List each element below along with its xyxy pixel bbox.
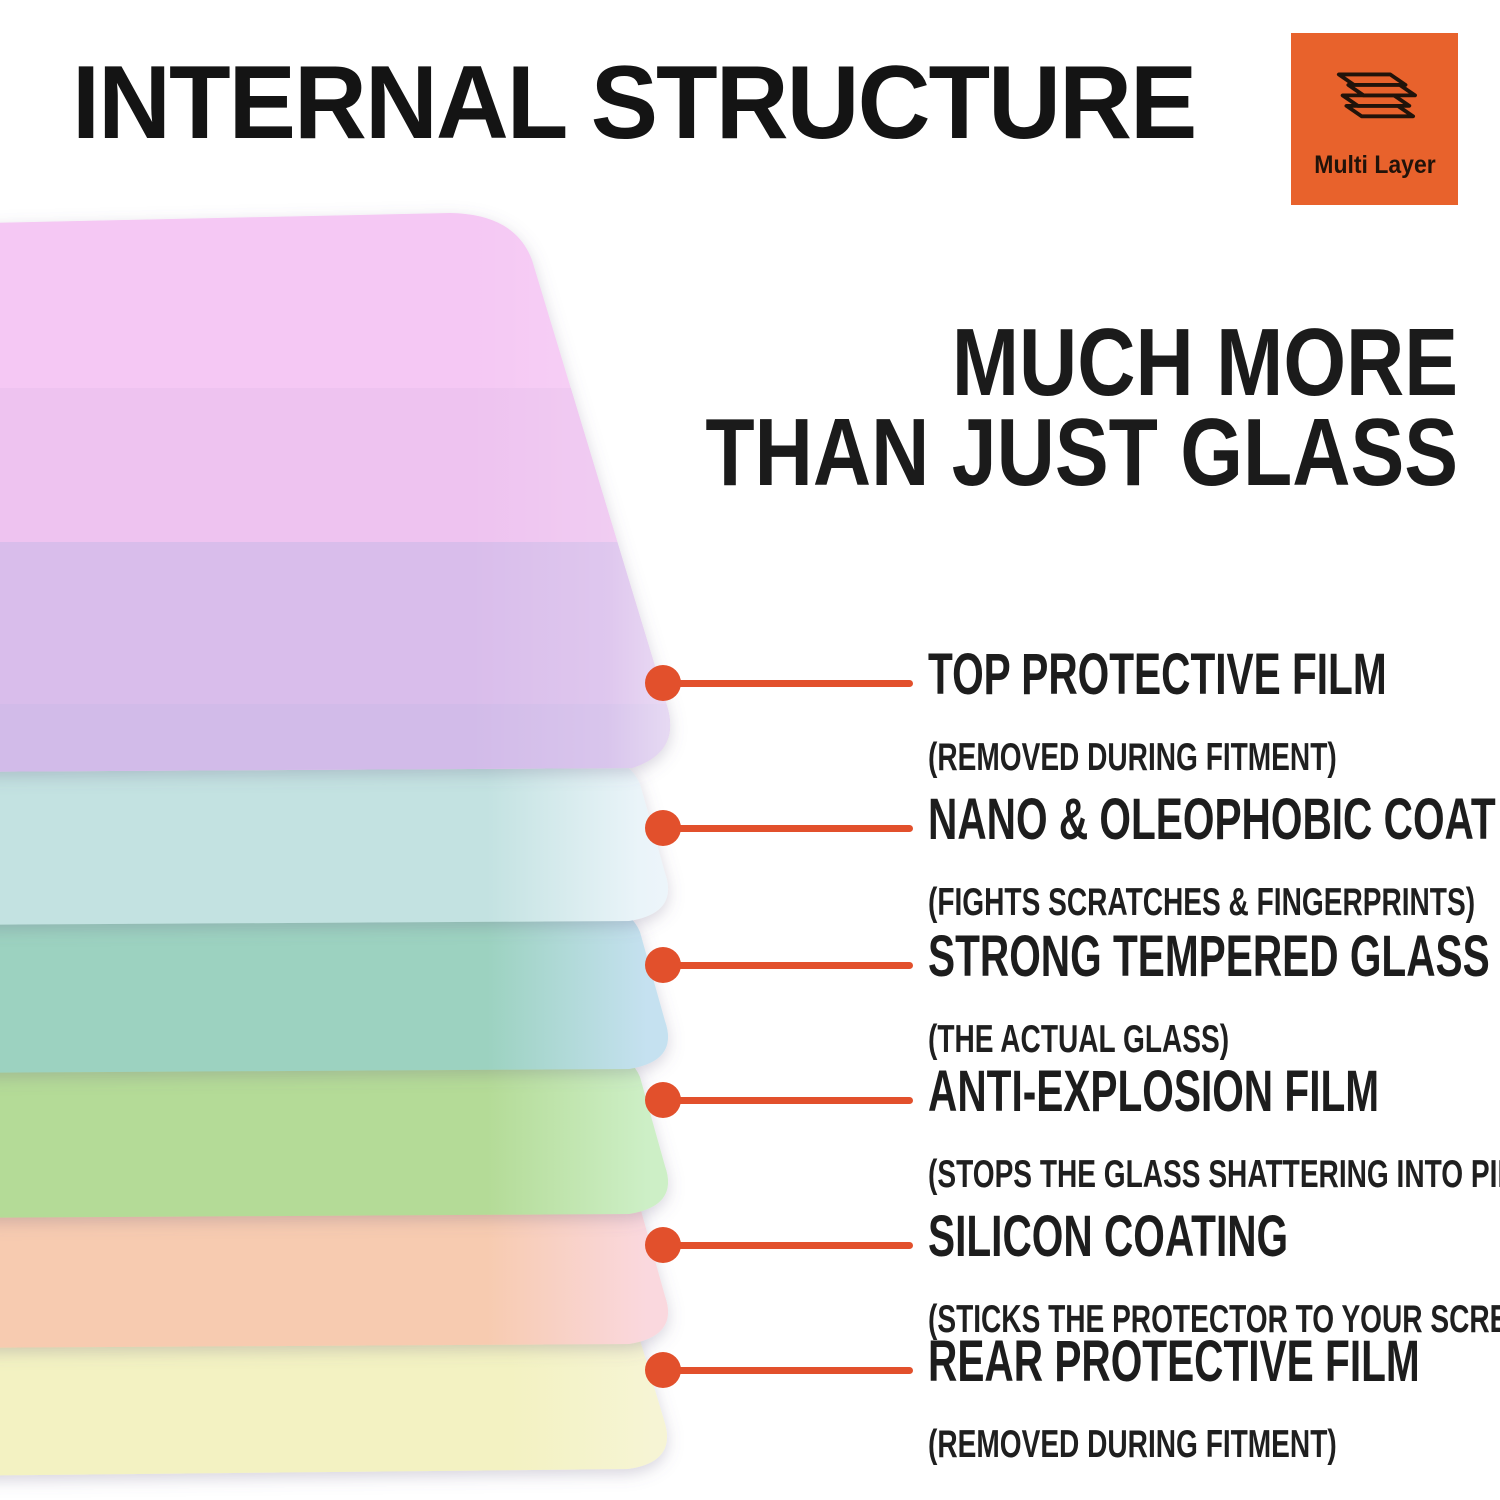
callout-connector-anti-explosion-film	[645, 1082, 915, 1118]
layer-description: (REMOVED DURING FITMENT)	[928, 736, 1337, 779]
hero-line-2: THAN JUST GLASS	[705, 399, 1458, 506]
callout-line	[673, 825, 913, 832]
sheet-rear-protective-film	[0, 1308, 668, 1476]
layer-label-nano-oleophobic-coat: NANO & OLEOPHOBIC COAT (FIGHTS SCRATCHES…	[928, 788, 1500, 926]
callout-line	[673, 680, 913, 687]
callout-connector-strong-tempered-glass	[645, 947, 915, 983]
hero-line-1: MUCH MORE	[951, 309, 1458, 416]
layer-name: ANTI-EXPLOSION FILM	[928, 1059, 1380, 1124]
layer-description: (STICKS THE PROTECTOR TO YOUR SCREEN)	[928, 1298, 1500, 1341]
callout-line	[673, 962, 913, 969]
layer-description: (THE ACTUAL GLASS)	[928, 1018, 1230, 1061]
callout-line	[673, 1367, 913, 1374]
sheet-anti-explosion-film	[0, 1045, 669, 1218]
layer-description: (STOPS THE GLASS SHATTERING INTO PIECES)	[928, 1153, 1500, 1196]
callout-connector-top-protective-film	[645, 665, 915, 701]
callout-connector-rear-protective-film	[645, 1352, 915, 1388]
callout-connector-nano-oleophobic-coat	[645, 810, 915, 846]
layer-name: TOP PROTECTIVE FILM	[928, 642, 1387, 707]
layer-name: NANO & OLEOPHOBIC COAT	[928, 787, 1496, 852]
sheet-nano-oleophobic-coat	[0, 752, 669, 925]
layer-label-strong-tempered-glass: STRONG TEMPERED GLASS (THE ACTUAL GLASS)	[928, 925, 1500, 1063]
callout-line	[673, 1242, 913, 1249]
layers-icon	[1336, 72, 1417, 118]
sheet-strong-tempered-glass	[0, 900, 669, 1073]
layer-stack-illustration	[0, 213, 671, 1476]
page-title: INTERNAL STRUCTURE	[72, 45, 1197, 161]
layer-label-anti-explosion-film: ANTI-EXPLOSION FILM (STOPS THE GLASS SHA…	[928, 1060, 1500, 1198]
callout-line	[673, 1097, 913, 1104]
callout-connector-silicon-coating	[645, 1227, 915, 1263]
layer-label-top-protective-film: TOP PROTECTIVE FILM (REMOVED DURING FITM…	[928, 643, 1500, 781]
sheet-top-protective-film	[0, 213, 671, 772]
layer-label-rear-protective-film: REAR PROTECTIVE FILM (REMOVED DURING FIT…	[928, 1330, 1500, 1468]
badge-label: Multi Layer	[1313, 150, 1436, 179]
layer-name: STRONG TEMPERED GLASS	[928, 924, 1490, 989]
sheet-silicon-coating	[0, 1175, 669, 1348]
layer-label-silicon-coating: SILICON COATING (STICKS THE PROTECTOR TO…	[928, 1205, 1500, 1343]
multi-layer-badge: Multi Layer	[1291, 33, 1458, 205]
layer-description: (REMOVED DURING FITMENT)	[928, 1423, 1337, 1466]
hero-heading: MUCH MORE THAN JUST GLASS	[562, 309, 1458, 506]
layer-name: REAR PROTECTIVE FILM	[928, 1329, 1420, 1394]
layer-name: SILICON COATING	[928, 1204, 1289, 1269]
layer-description: (FIGHTS SCRATCHES & FINGERPRINTS)	[928, 881, 1476, 924]
